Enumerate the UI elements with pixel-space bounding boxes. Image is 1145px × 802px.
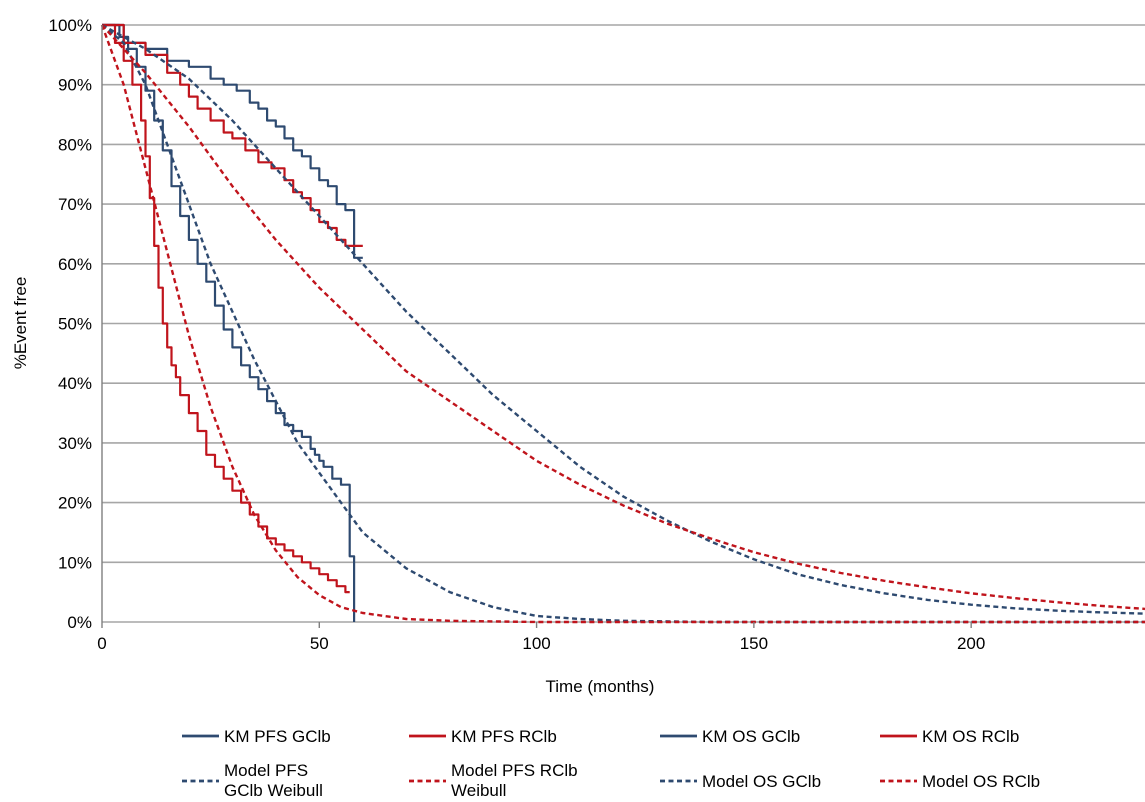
y-axis-title: %Event free (11, 277, 30, 370)
legend-label-line: GClb Weibull (224, 781, 323, 800)
y-tick-label: 100% (49, 16, 92, 35)
x-tick-label: 100 (522, 634, 550, 653)
legend-label: Model OS RClb (922, 772, 1040, 791)
legend-label-line: Model PFS (224, 761, 308, 780)
y-tick-label: 70% (58, 195, 92, 214)
axes: 0% 10% 20% 30% 40% 50% 60% 70% 80% 90% 100% 0 50 100 1… (49, 16, 986, 653)
legend-label: Model OS GClb (702, 772, 821, 791)
series-line-km-os-rclb (102, 23, 363, 247)
legend-label-line: Model PFS RClb (451, 761, 578, 780)
legend-label-line: Weibull (451, 781, 506, 800)
y-tick-label: 80% (58, 135, 92, 154)
series-line-model-pfs-rclb-weibull (100, 24, 1145, 624)
series-line-model-os-gclb (101, 23, 1145, 615)
y-tick-label: 30% (58, 434, 92, 453)
legend-label: KM OS GClb (702, 727, 800, 746)
legend-label: Model PFS RClb Weibull (451, 761, 578, 800)
series-line-km-pfs-gclb (102, 23, 356, 622)
x-tick-label: 0 (97, 634, 106, 653)
legend-label: Model PFS GClb Weibull (224, 761, 323, 800)
y-tick-label: 60% (58, 255, 92, 274)
x-axis-title: Time (months) (546, 677, 655, 696)
y-tick-label: 40% (58, 374, 92, 393)
gridlines (102, 24, 1145, 623)
series-lines (100, 23, 1145, 624)
series-line-model-os-rclb (101, 24, 1145, 611)
legend-label: KM PFS GClb (224, 727, 331, 746)
y-tick-label: 10% (58, 553, 92, 572)
legend: KM PFS GClb KM PFS RClb KM OS GClb KM OS RC… (182, 727, 1040, 800)
series-line-model-pfs-gclb-weibull (101, 24, 1145, 624)
series-line-km-os-gclb (102, 23, 363, 259)
legend-label: KM OS RClb (922, 727, 1019, 746)
x-tick-label: 200 (957, 634, 985, 653)
series-line-km-pfs-rclb (102, 23, 350, 594)
x-tick-label: 150 (740, 634, 768, 653)
y-tick-label: 50% (58, 315, 92, 334)
x-tick-label: 50 (310, 634, 329, 653)
y-tick-label: 90% (58, 76, 92, 95)
y-tick-label: 0% (67, 613, 92, 632)
y-tick-label: 20% (58, 494, 92, 513)
legend-label: KM PFS RClb (451, 727, 557, 746)
